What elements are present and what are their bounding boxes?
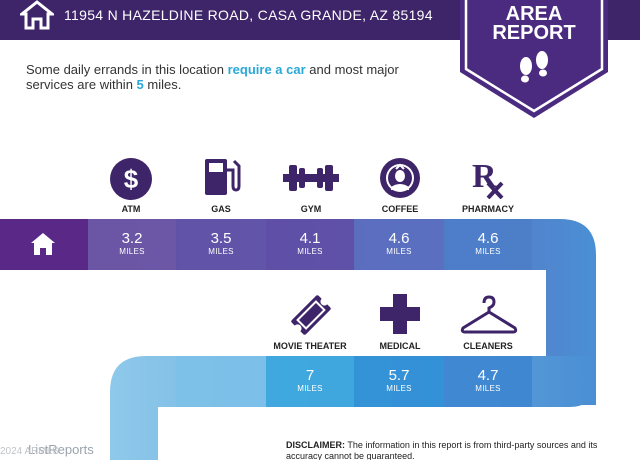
brand-logo: ListReports (28, 442, 94, 457)
distance-unit: MILES (475, 247, 501, 256)
footprints-icon (520, 51, 548, 83)
distance-cell-coffee: 4.6 MILES (354, 220, 444, 270)
intro-highlight-car: require a car (227, 62, 306, 77)
svg-text:$: $ (124, 164, 139, 194)
distance-cell-movie-theater: 7 MILES (266, 357, 354, 407)
intro-part-1: Some daily errands in this location (26, 62, 228, 77)
rx-icon: R (472, 158, 504, 199)
distance-cell-gym: 4.1 MILES (266, 220, 354, 270)
medical-cross-icon (380, 294, 420, 334)
distance-value: 4.6 (477, 230, 499, 247)
dollar-icon: $ (110, 158, 152, 200)
distance-value: 4.1 (299, 230, 321, 247)
disclaimer-label: DISCLAIMER: (286, 440, 345, 450)
intro-highlight-miles: 5 (136, 77, 144, 92)
distance-value: 3.2 (121, 230, 143, 247)
disclaimer-body: The information in this report is from t… (286, 440, 598, 460)
ticket-icon (291, 295, 331, 335)
distance-cell-pharmacy: 4.6 MILES (444, 220, 532, 270)
category-label-gym: GYM (300, 204, 322, 214)
category-label-coffee: COFFEE (381, 204, 419, 214)
home-icon (20, 0, 54, 30)
distance-unit: MILES (119, 247, 145, 256)
dumbbell-icon (283, 165, 339, 191)
home-start-icon (31, 233, 55, 255)
intro-part-2: and most major services are within (26, 62, 399, 92)
distance-value: 4.7 (477, 367, 499, 384)
area-report-badge (460, 0, 608, 118)
badge-title-line1: AREA (505, 3, 563, 25)
intro-part-3: miles. (143, 77, 182, 92)
category-label-gas: GAS (211, 204, 231, 214)
badge-title-line2: REPORT (492, 22, 576, 44)
coffee-logo-icon (380, 158, 420, 198)
distance-cell-medical: 5.7 MILES (354, 357, 444, 407)
category-label-atm: ATM (121, 204, 141, 214)
copyright-watermark: 2024 ARMLS (0, 446, 59, 457)
disclaimer-text: DISCLAIMER: The information in this repo… (286, 440, 626, 460)
category-label-movie-theater: MOVIE THEATER (273, 341, 347, 351)
distance-value: 7 (305, 367, 315, 384)
category-label-pharmacy: PHARMACY (461, 204, 514, 214)
hanger-icon (460, 295, 518, 334)
distance-value: 3.5 (210, 230, 232, 247)
distance-unit: MILES (297, 384, 323, 393)
gas-pump-icon (205, 159, 241, 195)
distance-unit: MILES (297, 247, 323, 256)
distance-unit: MILES (386, 384, 412, 393)
distance-cell-cleaners: 4.7 MILES (444, 357, 532, 407)
distance-value: 4.6 (388, 230, 410, 247)
distance-unit: MILES (475, 384, 501, 393)
distance-cell-gas: 3.5 MILES (176, 220, 266, 270)
distance-cell-atm: 3.2 MILES (88, 220, 176, 270)
distance-unit: MILES (386, 247, 412, 256)
distance-unit: MILES (208, 247, 234, 256)
intro-text: Some daily errands in this location requ… (26, 62, 426, 92)
category-label-cleaners: CLEANERS (463, 341, 513, 351)
property-address: 11954 N HAZELDINE ROAD, CASA GRANDE, AZ … (64, 7, 433, 23)
distance-value: 5.7 (388, 367, 410, 384)
category-label-medical: MEDICAL (379, 341, 421, 351)
